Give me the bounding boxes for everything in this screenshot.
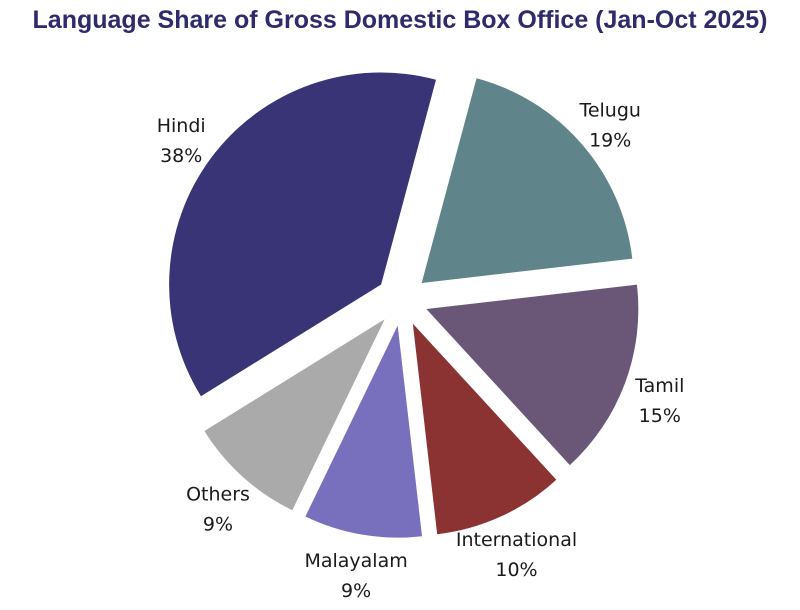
slice-label-malayalam: Malayalam 9% [304, 550, 407, 602]
pie-slice-international [412, 323, 557, 535]
slice-percent: 38% [160, 145, 202, 167]
slice-name: Hindi [157, 115, 206, 137]
slice-name: International [456, 529, 577, 551]
slice-name: Others [186, 483, 250, 505]
pie-slice-telugu [421, 78, 633, 284]
slice-percent: 19% [589, 129, 631, 151]
slice-name: Tamil [634, 375, 684, 397]
slice-label-international: International 10% [456, 529, 577, 581]
pie-slice-hindi [169, 72, 436, 397]
slice-label-telugu: Telugu 19% [578, 99, 641, 151]
slice-name: Telugu [578, 99, 641, 121]
chart-title: Language Share of Gross Domestic Box Off… [32, 6, 768, 34]
slice-label-others: Others 9% [186, 483, 250, 535]
slice-percent: 9% [203, 513, 233, 535]
pie-slice-others [204, 319, 385, 511]
slice-percent: 10% [495, 559, 537, 581]
pie-slice-tamil [426, 284, 639, 466]
slice-label-hindi: Hindi 38% [157, 115, 206, 167]
slice-name: Malayalam [304, 550, 407, 572]
slice-label-tamil: Tamil 15% [634, 375, 684, 427]
slice-percent: 9% [341, 580, 371, 602]
pie-slice-malayalam [305, 325, 423, 538]
slice-percent: 15% [639, 405, 681, 427]
